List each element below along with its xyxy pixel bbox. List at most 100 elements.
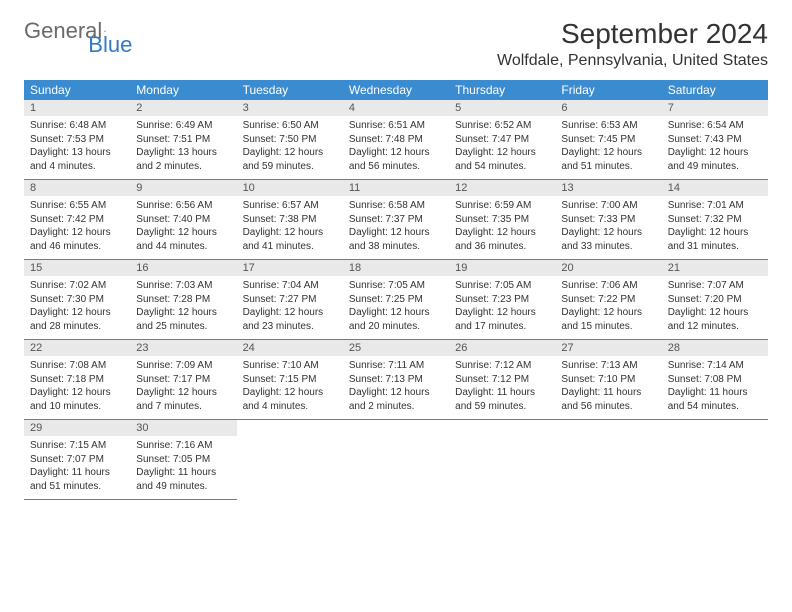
day-number: 19	[449, 260, 555, 276]
daylight-line1: Daylight: 12 hours	[136, 306, 230, 320]
header: General Blue September 2024 Wolfdale, Pe…	[24, 18, 768, 70]
day-body: Sunrise: 6:51 AMSunset: 7:48 PMDaylight:…	[343, 116, 449, 173]
day-number: 6	[555, 100, 661, 116]
calendar-day: 12Sunrise: 6:59 AMSunset: 7:35 PMDayligh…	[449, 180, 555, 260]
sunrise-text: Sunrise: 7:07 AM	[668, 279, 762, 293]
sunset-text: Sunset: 7:17 PM	[136, 373, 230, 387]
sunset-text: Sunset: 7:40 PM	[136, 213, 230, 227]
day-number: 29	[24, 420, 130, 436]
daylight-line1: Daylight: 12 hours	[455, 306, 549, 320]
sunrise-text: Sunrise: 6:55 AM	[30, 199, 124, 213]
calendar-day: 4Sunrise: 6:51 AMSunset: 7:48 PMDaylight…	[343, 100, 449, 180]
day-body: Sunrise: 7:13 AMSunset: 7:10 PMDaylight:…	[555, 356, 661, 413]
daylight-line2: and 44 minutes.	[136, 240, 230, 254]
daylight-line2: and 4 minutes.	[243, 400, 337, 414]
day-number: 4	[343, 100, 449, 116]
daylight-line2: and 25 minutes.	[136, 320, 230, 334]
daylight-line1: Daylight: 12 hours	[455, 146, 549, 160]
day-number: 24	[237, 340, 343, 356]
daylight-line2: and 51 minutes.	[561, 160, 655, 174]
daylight-line2: and 33 minutes.	[561, 240, 655, 254]
calendar-day: 18Sunrise: 7:05 AMSunset: 7:25 PMDayligh…	[343, 260, 449, 340]
sunrise-text: Sunrise: 6:49 AM	[136, 119, 230, 133]
day-body: Sunrise: 6:48 AMSunset: 7:53 PMDaylight:…	[24, 116, 130, 173]
sunset-text: Sunset: 7:33 PM	[561, 213, 655, 227]
sunrise-text: Sunrise: 7:11 AM	[349, 359, 443, 373]
sunset-text: Sunset: 7:08 PM	[668, 373, 762, 387]
calendar-day: 5Sunrise: 6:52 AMSunset: 7:47 PMDaylight…	[449, 100, 555, 180]
sunrise-text: Sunrise: 7:15 AM	[30, 439, 124, 453]
daylight-line1: Daylight: 12 hours	[668, 306, 762, 320]
daylight-line2: and 36 minutes.	[455, 240, 549, 254]
day-body: Sunrise: 7:16 AMSunset: 7:05 PMDaylight:…	[130, 436, 236, 493]
daylight-line2: and 54 minutes.	[668, 400, 762, 414]
sunrise-text: Sunrise: 7:03 AM	[136, 279, 230, 293]
sunset-text: Sunset: 7:48 PM	[349, 133, 443, 147]
day-body: Sunrise: 7:08 AMSunset: 7:18 PMDaylight:…	[24, 356, 130, 413]
day-body: Sunrise: 7:04 AMSunset: 7:27 PMDaylight:…	[237, 276, 343, 333]
calendar-day: 25 Sunrise: 7:11 AMSunset: 7:13 PMDayligh…	[343, 340, 449, 420]
brand-logo: General Blue	[24, 18, 166, 44]
sunset-text: Sunset: 7:13 PM	[349, 373, 443, 387]
daylight-line1: Daylight: 12 hours	[455, 226, 549, 240]
daylight-line2: and 56 minutes.	[561, 400, 655, 414]
sunset-text: Sunset: 7:23 PM	[455, 293, 549, 307]
calendar-day: 9Sunrise: 6:56 AMSunset: 7:40 PMDaylight…	[130, 180, 236, 260]
calendar-day: 6Sunrise: 6:53 AMSunset: 7:45 PMDaylight…	[555, 100, 661, 180]
daylight-line2: and 38 minutes.	[349, 240, 443, 254]
day-number: 14	[662, 180, 768, 196]
day-body: Sunrise: 6:55 AMSunset: 7:42 PMDaylight:…	[24, 196, 130, 253]
sunset-text: Sunset: 7:18 PM	[30, 373, 124, 387]
sunset-text: Sunset: 7:12 PM	[455, 373, 549, 387]
day-number: 8	[24, 180, 130, 196]
day-number: 20	[555, 260, 661, 276]
dayname-monday: Monday	[130, 80, 236, 100]
day-body: Sunrise: 7:07 AMSunset: 7:20 PMDaylight:…	[662, 276, 768, 333]
daylight-line2: and 15 minutes.	[561, 320, 655, 334]
sunrise-text: Sunrise: 6:58 AM	[349, 199, 443, 213]
sunrise-text: Sunrise: 7:10 AM	[243, 359, 337, 373]
sunset-text: Sunset: 7:51 PM	[136, 133, 230, 147]
dayname-tuesday: Tuesday	[237, 80, 343, 100]
daylight-line1: Daylight: 12 hours	[668, 226, 762, 240]
daylight-line1: Daylight: 12 hours	[349, 386, 443, 400]
day-body: Sunrise: 7:06 AMSunset: 7:22 PMDaylight:…	[555, 276, 661, 333]
daylight-line2: and 41 minutes.	[243, 240, 337, 254]
daylight-line2: and 56 minutes.	[349, 160, 443, 174]
day-number: 10	[237, 180, 343, 196]
day-body: Sunrise: 6:49 AMSunset: 7:51 PMDaylight:…	[130, 116, 236, 173]
sunrise-text: Sunrise: 6:52 AM	[455, 119, 549, 133]
daylight-line2: and 17 minutes.	[455, 320, 549, 334]
sunset-text: Sunset: 7:38 PM	[243, 213, 337, 227]
day-body: Sunrise: 7:12 AMSunset: 7:12 PMDaylight:…	[449, 356, 555, 413]
calendar-day: 28Sunrise: 7:14 AMSunset: 7:08 PMDayligh…	[662, 340, 768, 420]
sunrise-text: Sunrise: 7:04 AM	[243, 279, 337, 293]
daylight-line1: Daylight: 13 hours	[30, 146, 124, 160]
daylight-line2: and 20 minutes.	[349, 320, 443, 334]
daylight-line1: Daylight: 12 hours	[30, 386, 124, 400]
day-body: Sunrise: 6:59 AMSunset: 7:35 PMDaylight:…	[449, 196, 555, 253]
daylight-line1: Daylight: 12 hours	[136, 386, 230, 400]
daylight-line1: Daylight: 12 hours	[561, 146, 655, 160]
calendar-day: 11Sunrise: 6:58 AMSunset: 7:37 PMDayligh…	[343, 180, 449, 260]
daylight-line2: and 2 minutes.	[136, 160, 230, 174]
daylight-line2: and 59 minutes.	[243, 160, 337, 174]
daylight-line2: and 49 minutes.	[668, 160, 762, 174]
calendar-day: 17Sunrise: 7:04 AMSunset: 7:27 PMDayligh…	[237, 260, 343, 340]
sunset-text: Sunset: 7:20 PM	[668, 293, 762, 307]
day-body: Sunrise: 6:58 AMSunset: 7:37 PMDaylight:…	[343, 196, 449, 253]
calendar-day-empty	[449, 420, 555, 500]
sunset-text: Sunset: 7:05 PM	[136, 453, 230, 467]
daylight-line1: Daylight: 11 hours	[136, 466, 230, 480]
daylight-line1: Daylight: 11 hours	[30, 466, 124, 480]
day-number: 15	[24, 260, 130, 276]
calendar-week: 1Sunrise: 6:48 AMSunset: 7:53 PMDaylight…	[24, 100, 768, 180]
day-number: 25	[343, 340, 449, 356]
daylight-line2: and 28 minutes.	[30, 320, 124, 334]
calendar-day: 16Sunrise: 7:03 AMSunset: 7:28 PMDayligh…	[130, 260, 236, 340]
calendar-week: 15Sunrise: 7:02 AMSunset: 7:30 PMDayligh…	[24, 260, 768, 340]
calendar-day: 10Sunrise: 6:57 AMSunset: 7:38 PMDayligh…	[237, 180, 343, 260]
day-body: Sunrise: 6:50 AMSunset: 7:50 PMDaylight:…	[237, 116, 343, 173]
day-body: Sunrise: 7:15 AMSunset: 7:07 PMDaylight:…	[24, 436, 130, 493]
sunset-text: Sunset: 7:10 PM	[561, 373, 655, 387]
